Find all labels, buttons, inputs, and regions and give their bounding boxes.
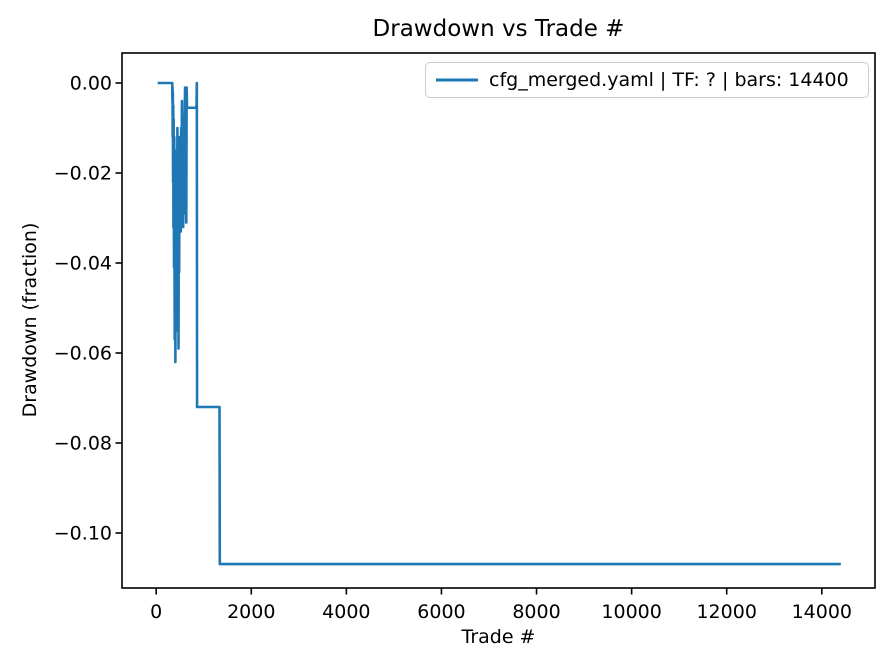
y-axis-tick-label: −0.08 — [54, 433, 112, 455]
chart-title: Drawdown vs Trade # — [372, 16, 625, 42]
x-axis-tick-label: 8000 — [512, 601, 560, 623]
x-axis-tick-label: 4000 — [322, 601, 370, 623]
x-axis-tick-label: 6000 — [417, 601, 465, 623]
y-axis-tick-label: −0.04 — [54, 253, 112, 275]
x-axis-tick-label: 10000 — [601, 601, 661, 623]
drawdown-line — [157, 81, 841, 566]
x-axis-tick-label: 14000 — [792, 601, 852, 623]
x-axis-tick-label: 12000 — [696, 601, 756, 623]
x-axis-tick-label: 2000 — [227, 601, 275, 623]
y-axis-tick-label: −0.02 — [54, 163, 112, 185]
legend-line-icon — [436, 78, 478, 82]
legend: cfg_merged.yaml | TF: ? | bars: 14400 — [425, 62, 869, 98]
y-axis-tick-label: −0.06 — [54, 343, 112, 365]
plot-spines — [121, 52, 876, 589]
y-axis-tick-label: 0.00 — [70, 73, 112, 95]
legend-label: cfg_merged.yaml | TF: ? | bars: 14400 — [489, 69, 849, 91]
y-axis-tick-label: −0.10 — [54, 523, 112, 545]
x-axis-label: Trade # — [461, 626, 536, 648]
x-axis-tick-label: 0 — [150, 601, 162, 623]
